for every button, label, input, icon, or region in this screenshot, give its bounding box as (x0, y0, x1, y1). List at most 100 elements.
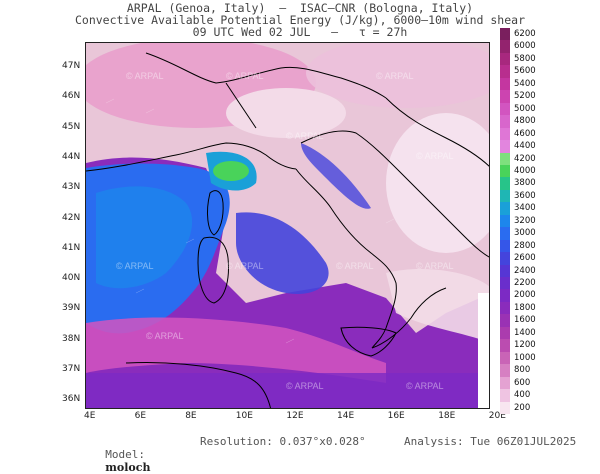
colorbar-swatch (500, 376, 510, 390)
colorbar-swatch (500, 65, 510, 79)
colorbar-level-label: 4600 (514, 128, 536, 139)
colorbar-swatch (500, 289, 510, 303)
colorbar-level-label: 2200 (514, 278, 536, 289)
lon-tick-label: 14E (337, 411, 355, 421)
colorbar-swatch (500, 314, 510, 328)
colorbar-swatch (500, 90, 510, 104)
colorbar-level-label: 400 (514, 390, 531, 401)
colorbar-swatch (500, 252, 510, 266)
colorbar-level-label: 4200 (514, 153, 536, 164)
colorbar-level-label: 5200 (514, 91, 536, 102)
colorbar-level-label: 1800 (514, 302, 536, 313)
cape-region-african-coast (86, 373, 489, 408)
lon-tick-label: 12E (286, 411, 304, 421)
cape-region-southern-band (86, 317, 386, 383)
lat-tick-label: 40N (62, 273, 81, 284)
colorbar-level-label: 2400 (514, 265, 536, 276)
lon-tick-label: 10E (235, 411, 253, 421)
lat-tick-label: 45N (62, 121, 81, 132)
colorbar-swatch (500, 351, 510, 365)
no-data-edge (478, 293, 489, 408)
colorbar-level-label: 3200 (514, 215, 536, 226)
colorbar-swatch (500, 301, 510, 315)
cape-region-ionian-low (386, 268, 489, 343)
lon-tick-label: 4E (84, 411, 96, 421)
colorbar-swatch (500, 102, 510, 116)
colorbar-level-label: 3400 (514, 203, 536, 214)
watermark: © ARPAL (286, 381, 323, 391)
lat-tick-label: 43N (62, 182, 81, 193)
lon-tick-label: 20E (488, 411, 506, 421)
colorbar (500, 28, 510, 415)
colorbar-level-label: 5000 (514, 103, 536, 114)
colorbar-level-label: 3800 (514, 178, 536, 189)
footer-model: Model: moloch (92, 435, 150, 474)
cape-patch-balkans (386, 113, 489, 253)
watermark: © ARPAL (416, 151, 453, 161)
lon-tick-label: 16E (387, 411, 405, 421)
lat-tick-label: 47N (62, 61, 81, 71)
colorbar-level-label: 600 (514, 377, 531, 388)
colorbar-swatch (500, 115, 510, 129)
lat-tick-label: 38N (62, 333, 81, 344)
map-panel: © ARPAL © ARPAL © ARPAL © ARPAL © ARPAL … (85, 42, 490, 409)
watermark: © ARPAL (126, 71, 163, 81)
cape-region-tyrrhenian (236, 212, 329, 294)
watermark: © ARPAL (116, 261, 153, 271)
colorbar-level-label: 2800 (514, 240, 536, 251)
colorbar-swatch (500, 339, 510, 353)
colorbar-swatch (500, 202, 510, 216)
cape-patch-alps (226, 88, 346, 138)
colorbar-swatch (500, 277, 510, 290)
cape-patch-north-east (306, 43, 489, 108)
watermark: © ARPAL (406, 381, 443, 391)
title-line-1: ARPAL (Genoa, Italy) — ISAC–CNR (Bologna… (126, 1, 474, 15)
title-line-2: Convective Available Potential Energy (J… (74, 13, 526, 27)
colorbar-level-label: 1200 (514, 340, 536, 351)
watermark: © ARPAL (336, 261, 373, 271)
colorbar-swatch (500, 227, 510, 241)
colorbar-swatch (500, 177, 510, 191)
colorbar-swatch (500, 401, 510, 415)
colorbar-level-label: 4800 (514, 116, 536, 127)
colorbar-swatch (500, 140, 510, 153)
cape-max-ligurian-sea (213, 161, 249, 181)
watermark: © ARPAL (226, 71, 263, 81)
colorbar-swatch (500, 77, 510, 91)
colorbar-swatch (500, 264, 510, 278)
watermark: © ARPAL (286, 131, 323, 141)
colorbar-swatch (500, 239, 510, 253)
lat-tick-label: 42N (62, 212, 81, 223)
colorbar-level-label: 800 (514, 365, 531, 376)
colorbar-level-label: 200 (514, 402, 531, 413)
colorbar-swatch (500, 389, 510, 403)
lat-tick-label: 36N (62, 394, 81, 405)
watermark: © ARPAL (226, 261, 263, 271)
colorbar-level-label: 2600 (514, 253, 536, 264)
colorbar-swatch (500, 214, 510, 228)
colorbar-level-label: 1000 (514, 352, 536, 363)
colorbar-level-label: 3000 (514, 228, 536, 239)
colorbar-swatch (500, 164, 510, 178)
cape-field-map: © ARPAL © ARPAL © ARPAL © ARPAL © ARPAL … (86, 43, 489, 408)
watermark: © ARPAL (416, 261, 453, 271)
lat-tick-label: 37N (62, 364, 81, 374)
colorbar-swatch (500, 189, 510, 203)
colorbar-level-label: 1400 (514, 327, 536, 338)
colorbar-swatch (500, 364, 510, 378)
cape-region-blue-inner (96, 186, 193, 289)
footer-resolution: Resolution: 0.037°x0.028° (200, 435, 366, 448)
colorbar-level-label: 5800 (514, 53, 536, 64)
watermarks: © ARPAL © ARPAL © ARPAL © ARPAL © ARPAL … (116, 71, 453, 391)
lat-tick-label: 41N (62, 242, 81, 253)
lon-tick-label: 6E (134, 411, 147, 421)
colorbar-swatch (500, 28, 510, 41)
coastlines (86, 52, 489, 408)
colorbar-swatch (500, 326, 510, 340)
colorbar-level-label: 6200 (514, 29, 536, 39)
lon-tick-label: 18E (438, 411, 456, 421)
colorbar-level-label: 5600 (514, 66, 536, 77)
title-line-3: 09 UTC Wed 02 JUL – τ = 27h (192, 25, 408, 39)
colorbar-swatch (500, 127, 510, 141)
cape-region-adriatic (301, 143, 371, 209)
